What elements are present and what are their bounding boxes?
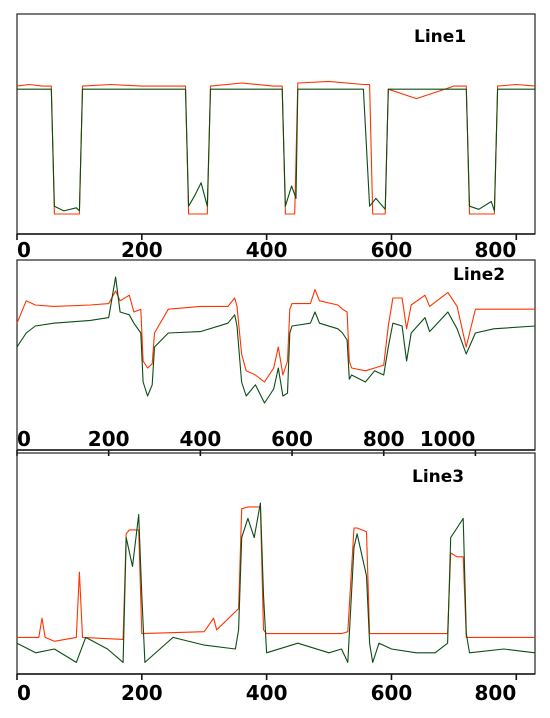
panel-line3-x-ticks: 0 200 400 600 800: [16, 674, 518, 705]
panel-line1-series-group: [16, 80, 536, 215]
x-tick-label: 200: [88, 427, 130, 451]
panel-1-series-green-line: [17, 88, 535, 212]
panel-3-series-green-line: [16, 502, 536, 663]
x-tick-label: 400: [179, 427, 221, 451]
panel-1-series-red-line: [16, 80, 536, 215]
panel-line3-series-group: [16, 502, 536, 663]
x-tick-label: 400: [246, 681, 288, 705]
panel-line2-title: Line2: [453, 265, 505, 285]
panel-line1-title: Line1: [414, 27, 466, 47]
x-tick-label: 400: [246, 238, 288, 262]
panel-2-series-red-line: [16, 289, 535, 383]
panel-line3: Line3 0 200 400 600 800: [16, 452, 536, 705]
panel-line2-series-group: [16, 276, 536, 404]
x-tick-label: 800: [475, 238, 517, 262]
panel-line2: Line2 0 200 400 600 800 1000: [16, 259, 536, 456]
x-tick-label: 0: [17, 681, 31, 705]
x-tick-label: 800: [363, 427, 405, 451]
x-tick-label: 0: [17, 427, 31, 451]
x-tick-label: 200: [121, 681, 163, 705]
panel-line3-title: Line3: [412, 467, 464, 487]
x-tick-label: 200: [121, 238, 163, 262]
panel-2-series-green-line: [16, 276, 536, 404]
panel-line1-x-ticks: 0 200 400 600 800: [16, 234, 518, 262]
panel-line1: Line1 0 200 400 600 800: [16, 13, 536, 262]
x-tick-label: 0: [17, 238, 31, 262]
x-tick-label: 600: [271, 427, 313, 451]
x-tick-label: 1000: [420, 427, 476, 451]
x-tick-label: 600: [371, 238, 413, 262]
x-tick-label: 600: [371, 681, 413, 705]
x-tick-label: 800: [475, 681, 517, 705]
panel-line1-frame: [16, 13, 536, 235]
panel-line2-x-ticks: 0 200 400 600 800 1000: [16, 427, 477, 456]
